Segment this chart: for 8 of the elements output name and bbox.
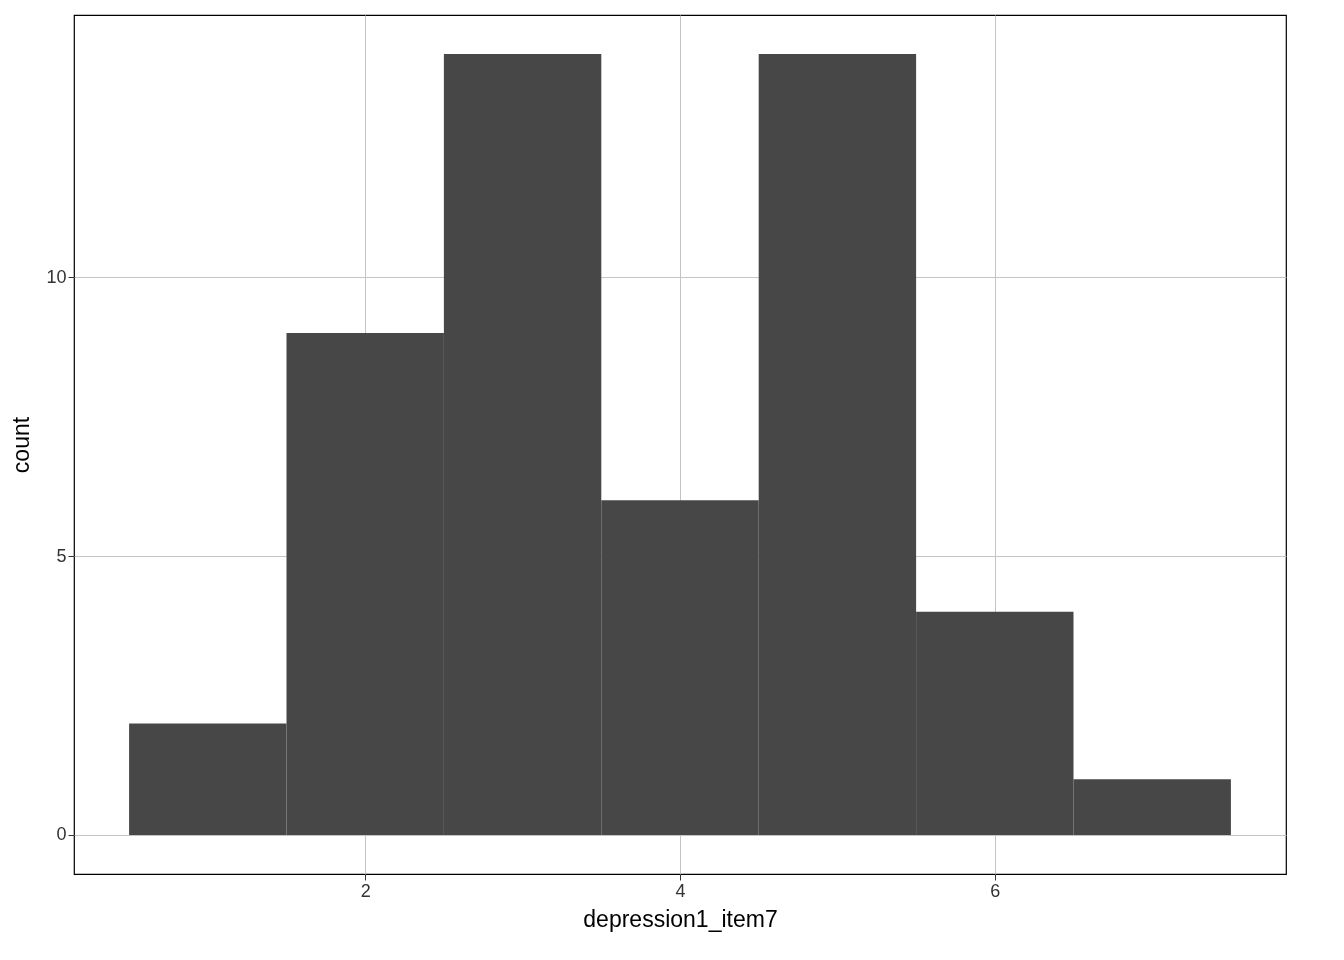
x-tick-label: 2 [360, 880, 371, 901]
y-tick-label: 10 [46, 266, 67, 287]
y-tick-label: 0 [56, 824, 67, 845]
x-tick-label: 4 [675, 880, 686, 901]
x-axis-title: depression1_item7 [583, 905, 778, 932]
x-tick-label: 6 [990, 880, 1001, 901]
y-tick-label: 5 [56, 545, 67, 566]
y-axis-title: count [8, 416, 35, 474]
